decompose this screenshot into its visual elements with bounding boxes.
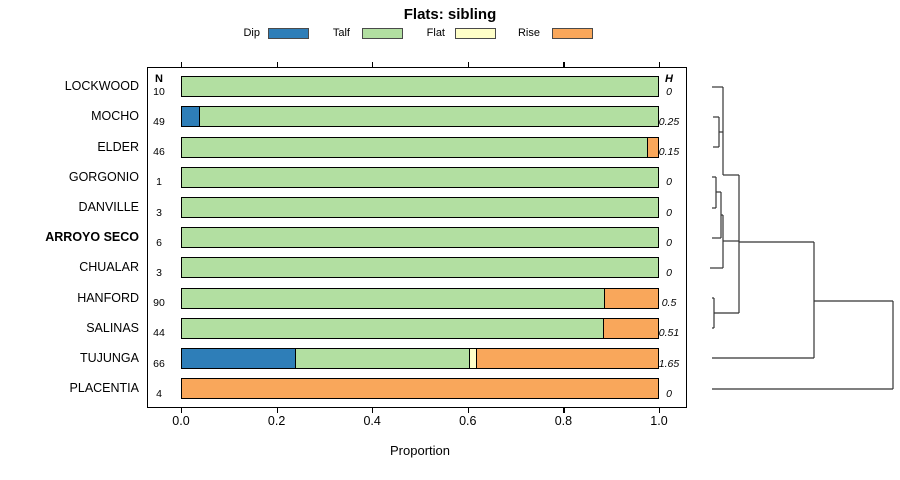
x-axis-title: Proportion [390,443,450,458]
n-value: 44 [153,327,165,340]
n-value: 10 [153,85,165,98]
h-value: 0.15 [658,146,680,159]
x-tick-label: 0.0 [172,414,190,428]
h-value: 0 [666,85,672,98]
bar-segment-rise [181,378,659,400]
category-label: GORGONIO [68,169,139,184]
bar-segment-talf [181,166,659,188]
axis-tick-top [276,62,278,67]
axis-tick-bottom [181,408,183,413]
n-value: 6 [156,236,162,249]
bar-segment-rise [603,317,659,339]
axis-tick-bottom [563,408,565,413]
n-value: 46 [153,146,165,159]
bar-segment-talf [181,76,659,98]
category-label: ARROYO SECO [45,230,139,245]
category-label: SALINAS [86,320,139,335]
h-value: 0 [666,266,672,279]
h-value: 0.51 [658,327,680,340]
category-label: LOCKWOOD [64,79,139,94]
category-label: DANVILLE [78,200,139,214]
axis-tick-bottom [467,408,469,413]
axis-tick-top [659,62,661,67]
h-value: 0 [666,206,672,219]
axis-tick-bottom [372,408,374,413]
n-value: 49 [153,115,165,128]
plot-panel [147,67,687,408]
legend-label-talf: Talf [332,27,350,39]
chart-title: Flats: sibling [403,6,497,23]
bar-segment-rise [476,348,659,369]
category-label: PLACENTIA [69,381,139,396]
h-value: 1.65 [658,357,680,370]
bar-segment-talf [181,287,606,309]
x-tick-label: 0.6 [459,414,477,428]
bar-segment-talf [181,317,605,339]
bar-segment-rise [646,136,659,158]
category-label: TUJUNGA [79,351,139,365]
category-label: HANFORD [77,290,139,305]
bar-segment-talf [181,136,649,158]
n-value: 3 [156,206,162,219]
axis-tick-top [181,62,183,67]
bar-segment-dip [181,348,297,369]
h-value: 0 [666,236,672,249]
h-value: 0.25 [658,115,680,128]
bar-segment-dip [181,106,201,128]
bar-segment-talf [181,257,659,279]
axis-tick-top [563,62,565,67]
h-column-header: H [665,73,673,85]
h-value: 0 [666,176,672,189]
legend-label-rise: Rise [517,27,540,39]
x-tick-label: 1.0 [650,414,668,428]
n-value: 3 [156,266,162,279]
x-tick-label: 0.2 [267,414,286,428]
legend-swatch-rise [552,27,593,39]
axis-tick-bottom [659,408,661,413]
category-label: CHUALAR [79,260,139,275]
legend-swatch-dip [268,27,309,39]
category-label: ELDER [97,139,139,154]
bar-segment-rise [604,287,659,309]
bar-segment-talf [181,227,659,249]
legend-label-dip: Dip [243,27,260,39]
n-column-header: N [155,73,163,85]
category-label: MOCHO [91,109,139,124]
legend-label-flat: Flat [426,27,445,39]
bar-segment-talf [199,106,659,128]
legend-swatch-talf [362,27,403,39]
h-value: 0.5 [661,297,677,310]
axis-tick-top [467,62,469,67]
x-tick-label: 0.8 [554,414,573,428]
n-value: 1 [156,176,162,189]
axis-tick-top [372,62,374,67]
legend-swatch-flat [455,27,496,39]
axis-tick-bottom [276,408,278,413]
bar-segment-talf [181,197,659,218]
h-value: 0 [666,387,672,400]
n-value: 4 [156,387,162,400]
n-value: 90 [153,297,165,310]
x-tick-label: 0.4 [363,414,381,428]
bar-segment-talf [295,348,471,369]
n-value: 66 [153,357,165,370]
